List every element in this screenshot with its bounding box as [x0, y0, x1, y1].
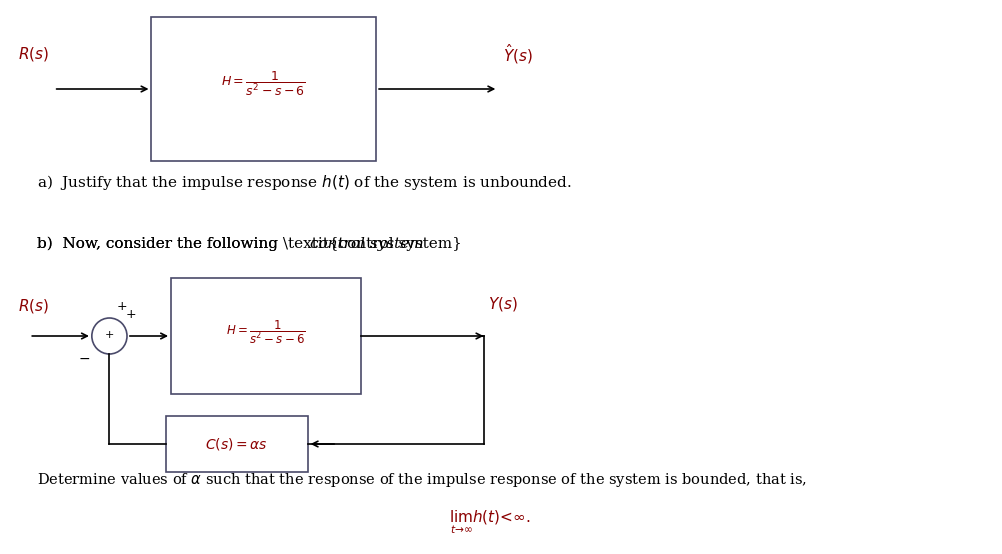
Text: b)  Now, consider the following: b) Now, consider the following — [37, 237, 283, 251]
Text: control system: control system — [310, 237, 424, 251]
Text: $+$: $+$ — [125, 307, 136, 321]
Text: $C(s) = \alpha s$: $C(s) = \alpha s$ — [205, 436, 269, 452]
FancyBboxPatch shape — [171, 278, 362, 394]
Text: Determine values of $\alpha$ such that the response of the impulse response of t: Determine values of $\alpha$ such that t… — [37, 471, 808, 489]
Text: b)  Now, consider the following \textit{control system}: b) Now, consider the following \textit{c… — [37, 237, 462, 251]
FancyBboxPatch shape — [151, 17, 376, 161]
Text: $H = \dfrac{1}{s^2 - s - 6}$: $H = \dfrac{1}{s^2 - s - 6}$ — [221, 70, 307, 98]
Text: $-$: $-$ — [78, 351, 90, 365]
Text: $H = \dfrac{1}{s^2 - s - 6}$: $H = \dfrac{1}{s^2 - s - 6}$ — [226, 318, 307, 346]
Text: $\lim_{t \to \infty} h(t) < \infty.$: $\lim_{t \to \infty} h(t) < \infty.$ — [449, 509, 530, 536]
Text: $R(s)$: $R(s)$ — [18, 297, 49, 315]
Text: $Y(s)$: $Y(s)$ — [489, 295, 518, 313]
Text: $\hat{Y}(s)$: $\hat{Y}(s)$ — [503, 42, 533, 66]
Text: a)  Justify that the impulse response $h(t)$ of the system is unbounded.: a) Justify that the impulse response $h(… — [37, 172, 572, 192]
Text: $+$: $+$ — [104, 330, 114, 341]
FancyBboxPatch shape — [166, 416, 308, 472]
Circle shape — [92, 318, 127, 354]
Text: $R(s)$: $R(s)$ — [18, 45, 49, 63]
Text: $+$: $+$ — [116, 300, 127, 312]
